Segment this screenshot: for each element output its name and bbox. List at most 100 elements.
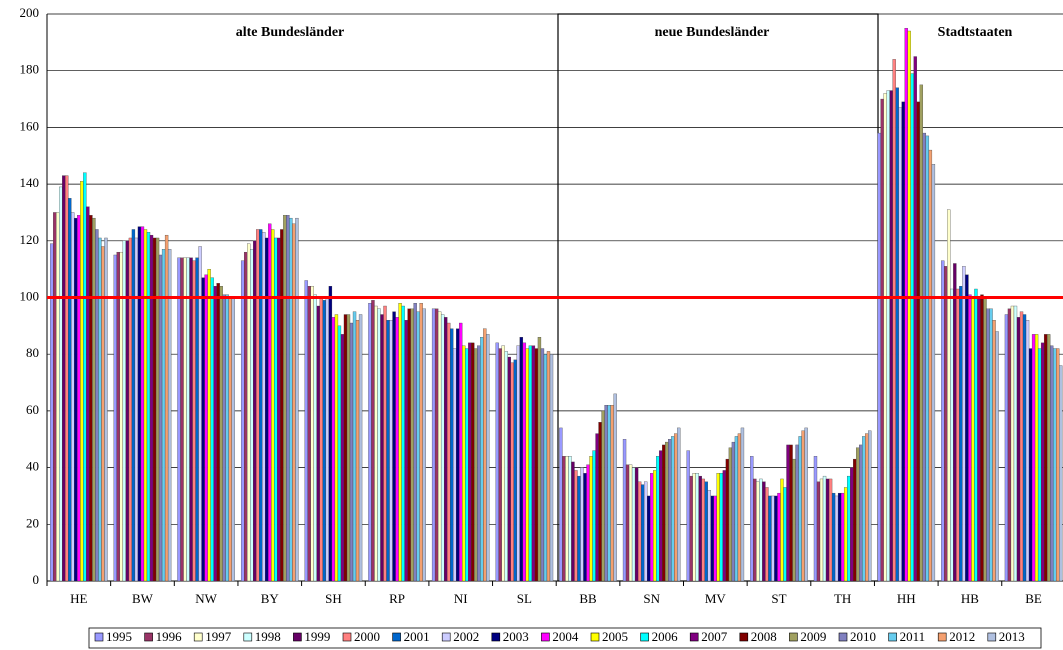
bar [783,487,787,582]
bar [831,492,836,582]
bar [971,297,975,582]
bar [1010,305,1015,582]
bar [753,478,757,582]
legend-label: 2007 [701,629,728,644]
bar [328,286,333,582]
bar [786,444,790,582]
bar [771,495,775,582]
legend-label: 2005 [602,629,628,644]
bar [859,444,863,582]
bar [580,467,584,582]
legend-swatch [640,632,649,642]
legend-label: 1995 [106,629,132,644]
bar [659,450,663,582]
bar [137,226,142,582]
bar [395,317,399,582]
bar [701,478,705,582]
bar [507,356,511,582]
bar [537,337,542,582]
bar [207,268,211,582]
bar [122,240,127,582]
bar [922,132,927,582]
bar [707,490,711,582]
bar [247,243,251,582]
bar [443,317,448,582]
legend-swatch [937,632,947,642]
y-tick-label: 100 [20,288,40,303]
bar [465,348,469,582]
bar [953,263,957,582]
bar [713,495,717,582]
bar [895,87,899,582]
bar [865,433,869,582]
bar [386,320,390,582]
bar [331,317,336,582]
bar [422,308,426,582]
bar [447,322,451,582]
bar [89,215,93,582]
bar [977,297,981,582]
bar [598,422,602,582]
bar [1016,317,1021,582]
legend-swatch [689,632,699,642]
bar [453,348,457,582]
bar [313,294,317,582]
bar [271,229,275,582]
bar [892,59,896,582]
bar [95,229,99,582]
bar [531,345,536,582]
bar [804,427,808,582]
bar [113,254,117,582]
bar [152,237,157,582]
bar [504,351,508,582]
bar [716,473,720,582]
bar [689,475,693,582]
bar [161,249,166,582]
bar [292,223,296,582]
bar [383,305,387,582]
bar [340,334,345,582]
bar [604,405,608,582]
legend-swatch [541,632,550,642]
y-tick-label: 160 [20,118,40,133]
bar [853,458,857,582]
bar [477,345,481,582]
bar [650,473,654,582]
legend-label: 2010 [850,629,876,644]
legend-label: 2012 [949,629,975,644]
bar [307,286,311,582]
bar [434,308,439,582]
bar [419,303,423,582]
bar [880,98,884,582]
bar [628,464,633,582]
bar [371,300,375,582]
bar [158,254,163,582]
bar [1028,348,1033,582]
bar [337,325,342,582]
bar [277,237,281,582]
bar [601,410,605,582]
bar [571,461,575,582]
bar [268,223,272,582]
bar [704,481,708,582]
bar [780,478,784,582]
bar [950,288,954,582]
y-tick-label: 200 [20,5,40,20]
bar [962,266,966,582]
bar [349,322,354,582]
bar [928,149,933,582]
bar [925,135,930,582]
bar [92,217,96,582]
bar [483,328,487,582]
bar [1056,348,1060,582]
bar [1050,345,1054,582]
bar [186,257,190,582]
bar [155,237,160,582]
x-tick-label: NI [454,591,468,606]
y-tick-label: 0 [33,572,40,587]
bar [528,345,533,582]
bar [471,342,475,582]
bar [586,464,590,582]
bar [222,294,226,582]
bar [74,217,78,582]
